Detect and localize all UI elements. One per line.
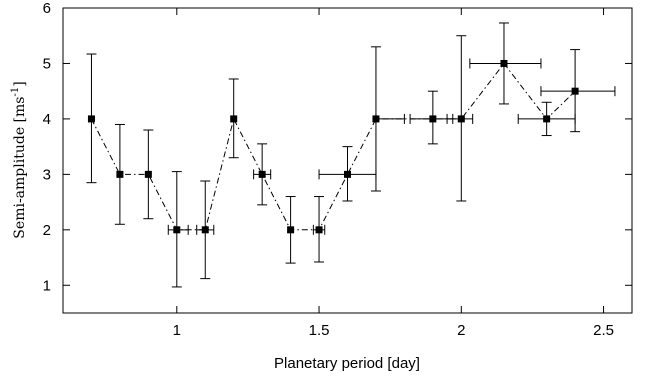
y-tick-label: 4 xyxy=(43,111,51,128)
x-tick-label: 2 xyxy=(457,322,465,339)
x-axis-label: Planetary period [day] xyxy=(274,355,420,372)
data-point xyxy=(571,87,579,95)
data-point xyxy=(457,115,465,123)
axis-ticks: 1 1.5 2 2.5 1 2 3 4 5 6 xyxy=(43,0,632,339)
y-tick-label: 5 xyxy=(43,55,51,72)
x-tick-label: 1 xyxy=(173,322,181,339)
y-tick-label: 6 xyxy=(43,0,51,17)
y-tick-label: 3 xyxy=(43,166,51,183)
data-point xyxy=(372,115,380,123)
data-point xyxy=(230,115,238,123)
plot-marks xyxy=(86,22,616,288)
y-axis-label-superscript: -1 xyxy=(10,87,21,97)
data-point xyxy=(87,115,95,123)
data-point xyxy=(173,226,181,234)
data-point xyxy=(500,59,508,67)
y-axis-label-close: ] xyxy=(12,81,28,86)
plot-frame xyxy=(62,7,633,314)
data-point xyxy=(201,226,209,234)
data-point xyxy=(144,170,152,178)
x-tick-label: 2.5 xyxy=(593,322,614,339)
x-tick-label: 1.5 xyxy=(309,322,330,339)
data-point xyxy=(315,226,323,234)
data-point xyxy=(543,115,551,123)
y-tick-label: 2 xyxy=(43,222,51,239)
data-point xyxy=(287,226,295,234)
y-axis-label: Semi-amplitude [ms-1] xyxy=(10,81,28,238)
data-point xyxy=(116,170,124,178)
series-line xyxy=(90,62,576,231)
data-point xyxy=(344,170,351,178)
data-point xyxy=(258,170,266,178)
data-point xyxy=(429,115,437,123)
y-axis-label-main: Semi-amplitude [ms xyxy=(12,97,28,239)
y-tick-label: 1 xyxy=(43,277,51,294)
